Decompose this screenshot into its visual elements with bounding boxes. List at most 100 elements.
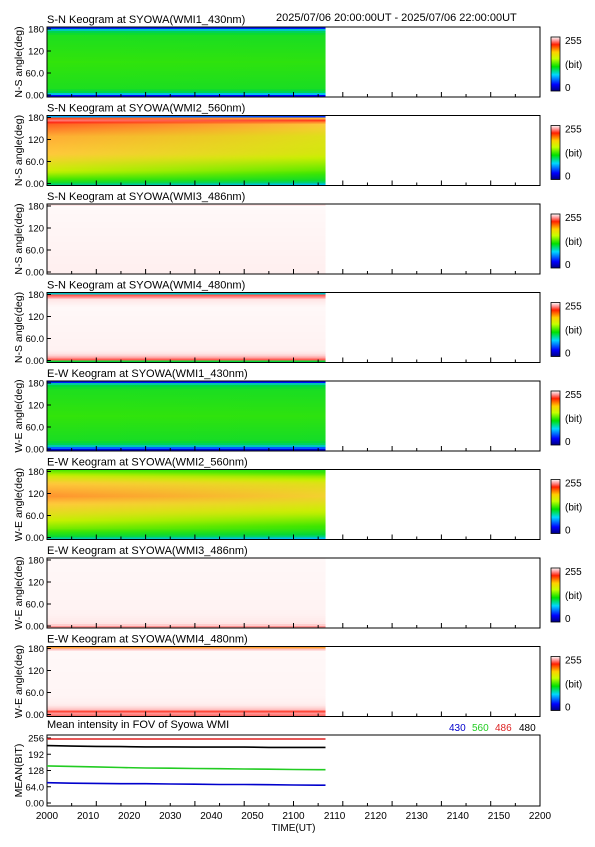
keogram-band (47, 318, 326, 321)
keogram-band (47, 531, 326, 534)
keogram-band (47, 272, 326, 275)
keogram-band (47, 149, 326, 152)
colorbar-max-label: 255 (565, 302, 582, 313)
keogram-band (47, 405, 326, 408)
keogram-band (47, 578, 326, 581)
keogram-band (47, 431, 326, 434)
y-tick-label: 192 (28, 750, 44, 761)
keogram-band (47, 262, 326, 265)
keogram-band (47, 175, 326, 178)
keogram-band (47, 594, 326, 597)
y-tick-label: 0.00 (26, 533, 45, 544)
keogram-band (47, 143, 326, 146)
x-tick-label: 2130 (406, 811, 429, 822)
keogram-band (47, 212, 326, 215)
keogram-band (47, 308, 326, 311)
keogram-band (47, 602, 326, 605)
keogram-band (47, 672, 326, 675)
series-line-560 (46, 765, 326, 771)
keogram-band (47, 650, 326, 653)
keogram-band (47, 250, 326, 253)
keogram-band (47, 598, 326, 601)
keogram-band (47, 439, 326, 442)
keogram-band (47, 312, 326, 315)
keogram-band (47, 690, 326, 693)
keogram-band (47, 125, 326, 128)
keogram-panel: S-N Keogram at SYOWA(WMI2_560nm)180 120 60… (13, 103, 582, 191)
keogram-band (47, 604, 326, 607)
keogram-band (47, 710, 326, 713)
keogram-band (47, 670, 326, 673)
mean-panel-title: Mean intensity in FOV of Syowa WMI (47, 719, 229, 731)
keogram-band (47, 427, 326, 430)
keogram-band (47, 409, 326, 412)
keogram-band (47, 612, 326, 615)
y-tick-label: 0.00 (26, 179, 45, 190)
keogram-band (47, 352, 326, 355)
keogram-band (47, 133, 326, 136)
y-tick-label: 60.0 (26, 246, 45, 257)
keogram-panel: E-W Keogram at SYOWA(WMI4_480nm)180 120 60… (13, 634, 582, 722)
legend-entry: 560 (472, 723, 489, 734)
keogram-band (47, 55, 326, 58)
colorbar-unit-label: (bit) (565, 149, 582, 160)
keogram-band (47, 270, 326, 273)
keogram-band (47, 214, 326, 217)
panel-title: E-W Keogram at SYOWA(WMI1_430nm) (47, 368, 248, 380)
colorbar-max-label: 255 (565, 36, 582, 47)
keogram-band (47, 664, 326, 667)
keogram-band (47, 67, 326, 70)
keogram-band (47, 155, 326, 158)
keogram-band (47, 483, 326, 486)
y-tick-label: 0.00 (26, 268, 45, 279)
y-tick-label: 60.0 (26, 157, 45, 168)
colorbar-max-label: 255 (565, 125, 582, 136)
keogram-band (47, 224, 326, 227)
keogram-band (47, 592, 326, 595)
colorbar-unit-label: (bit) (565, 237, 582, 248)
y-tick-label: 60.0 (26, 334, 45, 345)
y-axis-label: W-E angle(deg) (13, 556, 25, 629)
y-tick-label: 180 (28, 202, 44, 213)
keogram-band (47, 485, 326, 488)
keogram-band (47, 407, 326, 410)
keogram-band (47, 712, 326, 715)
x-tick-label: 2020 (118, 811, 141, 822)
keogram-band (47, 529, 326, 532)
keogram-band (47, 425, 326, 428)
colorbar-unit-label: (bit) (565, 326, 582, 337)
keogram-band (47, 264, 326, 267)
keogram-band (47, 220, 326, 223)
keogram-band (47, 501, 326, 504)
colorbar-min-label: 0 (565, 614, 571, 625)
colorbar-max-label: 255 (565, 567, 582, 578)
keogram-band (47, 658, 326, 661)
keogram-band (47, 31, 326, 34)
keogram-band (47, 688, 326, 691)
keogram-band (47, 157, 326, 160)
keogram-band (47, 45, 326, 48)
keogram-band (47, 646, 326, 649)
keogram-band (47, 662, 326, 665)
keogram-band (47, 435, 326, 438)
y-tick-label: 180 (28, 467, 44, 478)
keogram-band (47, 91, 326, 94)
panel-title: E-W Keogram at SYOWA(WMI4_480nm) (47, 634, 248, 646)
keogram-band (47, 560, 326, 563)
keogram-band (47, 471, 326, 474)
mean-y-axis-label: MEAN(BIT) (13, 744, 25, 798)
keogram-band (47, 183, 326, 186)
y-tick-label: 120 (28, 401, 44, 412)
keogram-band (47, 236, 326, 239)
y-tick-label: 180 (28, 290, 44, 301)
keogram-band (47, 399, 326, 402)
keogram-band (47, 43, 326, 46)
keogram-band (47, 119, 326, 122)
keogram-band (47, 499, 326, 502)
keogram-band (47, 419, 326, 422)
keogram-band (47, 622, 326, 625)
keogram-band (47, 397, 326, 400)
keogram-panel: E-W Keogram at SYOWA(WMI3_486nm)180 120 60… (13, 545, 582, 633)
keogram-band (47, 334, 326, 337)
keogram-band (47, 614, 326, 617)
